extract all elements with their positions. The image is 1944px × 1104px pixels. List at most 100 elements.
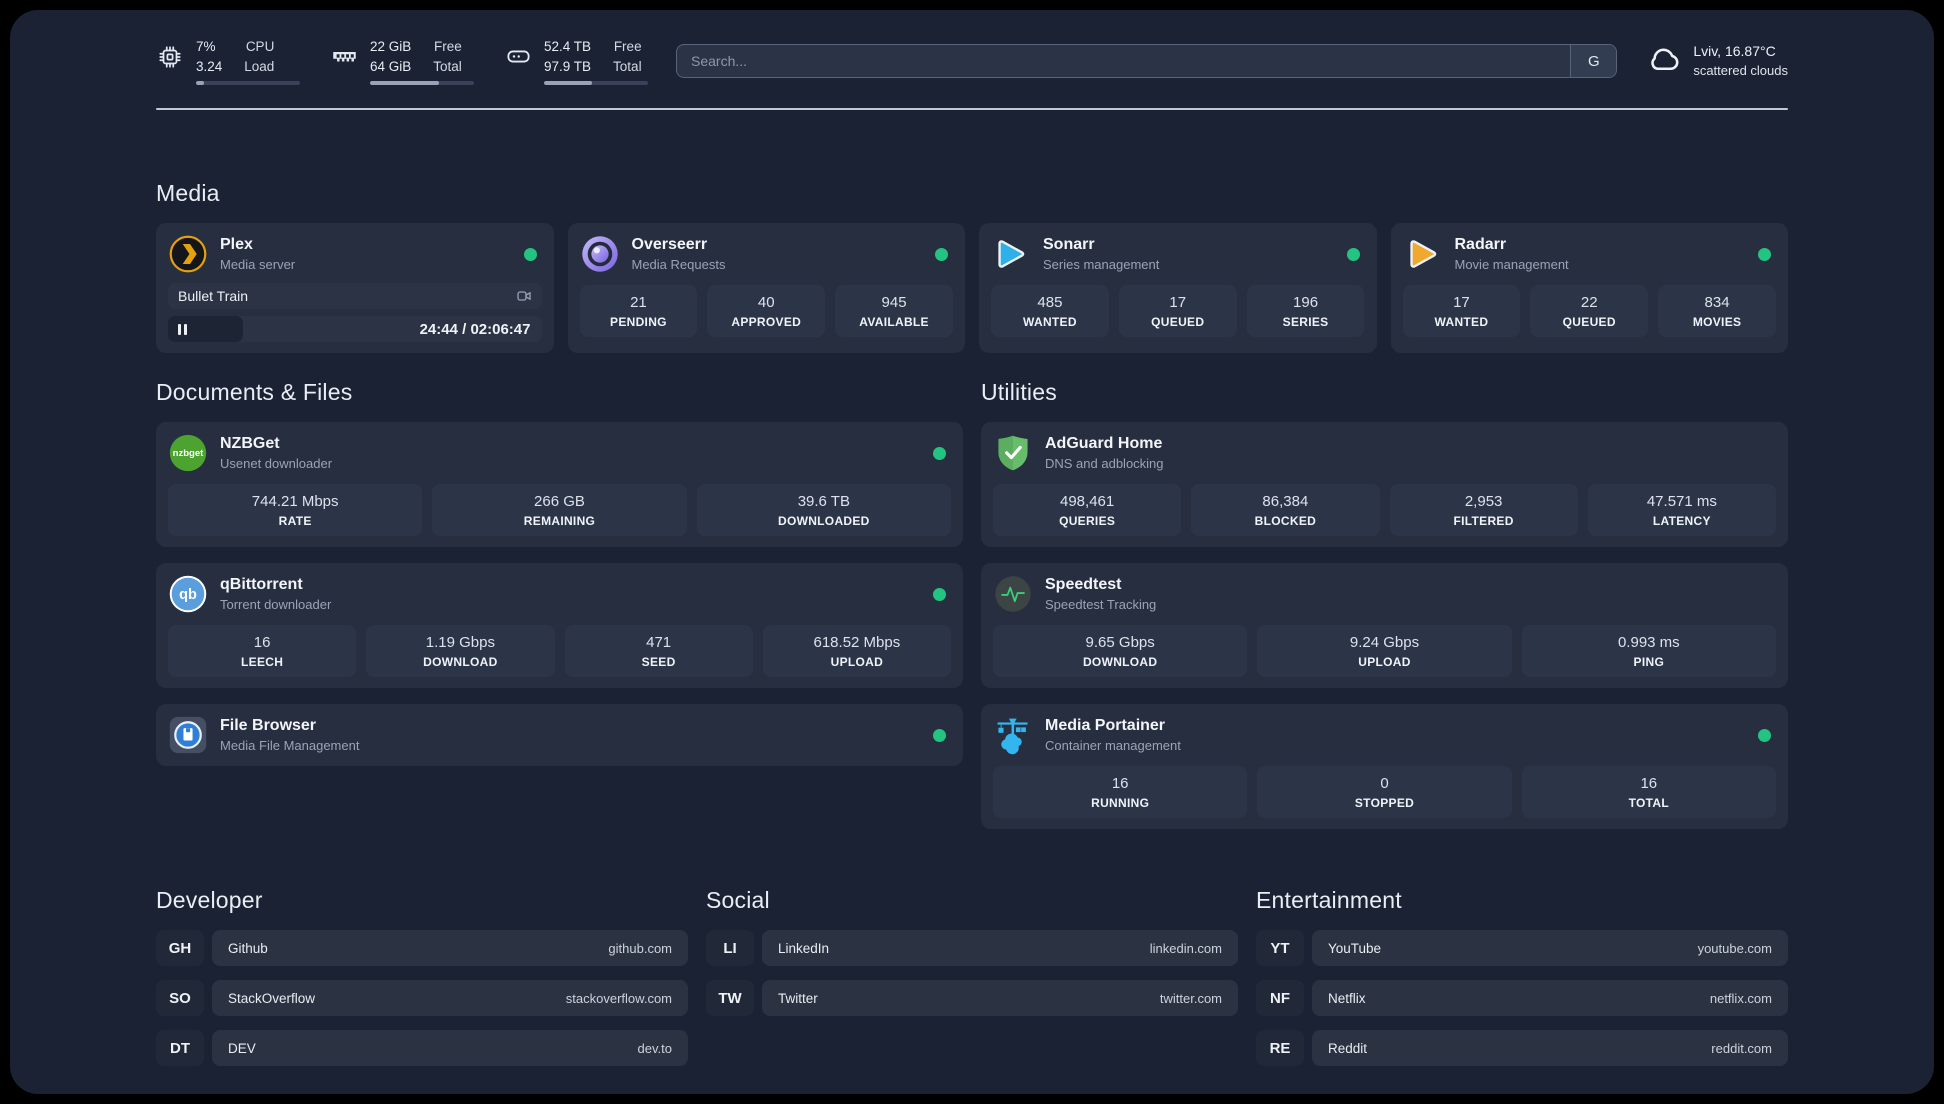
status-online-dot xyxy=(1346,247,1360,261)
stat-label: DOWNLOADED xyxy=(777,514,870,528)
playback-progress-bar[interactable]: 24:44 / 02:06:47 xyxy=(168,316,542,342)
service-card-nzbget[interactable]: nzbget NZBGet Usenet downloader 744.21 M… xyxy=(156,422,963,547)
status-online-dot xyxy=(935,247,948,261)
section-utilities: Utilities AdGuard Home DNS and adblockin… xyxy=(981,379,1788,829)
service-card-media-portainer[interactable]: Media Portainer Container management 16 … xyxy=(981,704,1788,829)
disk-icon xyxy=(504,43,532,71)
search-input[interactable] xyxy=(677,45,1571,77)
bookmark-abbr: TW xyxy=(706,980,754,1016)
service-card-overseerr[interactable]: Overseerr Media Requests 21 PENDING 40 A… xyxy=(567,223,965,353)
stat-value: 498,461 xyxy=(1060,493,1115,510)
bookmark-url: youtube.com xyxy=(1697,940,1772,956)
service-card-speedtest[interactable]: Speedtest Speedtest Tracking 9.65 Gbps D… xyxy=(981,563,1788,688)
cpu-usage-label: CPU xyxy=(245,38,275,54)
bookmark-name: Github xyxy=(228,940,268,956)
search-engine-button[interactable]: G xyxy=(1570,45,1617,77)
bookmark-dev[interactable]: DT DEV dev.to xyxy=(156,1030,688,1066)
cpu-resource-widget: 7% 3.24 CPU Load xyxy=(156,37,300,86)
section-title-utilities: Utilities xyxy=(981,379,1057,405)
section-media: Media Plex Media server Bullet Train xyxy=(156,180,1788,353)
stat-box: 16 TOTAL xyxy=(1521,766,1776,818)
bookmark-abbr: RE xyxy=(1256,1030,1304,1066)
service-card-qbittorrent[interactable]: qb qBittorrent Torrent downloader 16 LEE… xyxy=(156,563,963,688)
stat-value: 0.993 ms xyxy=(1617,634,1680,651)
radarr-icon xyxy=(1403,234,1443,274)
service-card-file-browser[interactable]: File Browser Media File Management xyxy=(156,704,963,766)
app-name: Plex xyxy=(220,236,253,253)
stat-value: 16 xyxy=(253,634,271,651)
search-bar[interactable]: G xyxy=(676,44,1618,78)
disk-total-label: Total xyxy=(613,58,642,74)
top-bar: 7% 3.24 CPU Load xyxy=(156,34,1788,88)
stat-label: AVAILABLE xyxy=(859,315,929,329)
bookmark-name: LinkedIn xyxy=(778,940,830,956)
bookmark-github[interactable]: GH Github github.com xyxy=(156,930,688,966)
service-card-plex[interactable]: Plex Media server Bullet Train xyxy=(156,223,554,353)
weather-condition: scattered clouds xyxy=(1693,62,1788,78)
section-social: Social LI LinkedIn linkedin.com TW Twitt… xyxy=(706,887,1238,1066)
stat-label: UPLOAD xyxy=(830,655,884,669)
bookmark-name: StackOverflow xyxy=(228,990,316,1006)
system-resources: 7% 3.24 CPU Load xyxy=(156,37,648,86)
stat-label: PENDING xyxy=(610,315,667,329)
bookmark-linkedin[interactable]: LI LinkedIn linkedin.com xyxy=(706,930,1238,966)
bookmark-url: reddit.com xyxy=(1711,1040,1772,1056)
service-card-adguard-home[interactable]: AdGuard Home DNS and adblocking 498,461 … xyxy=(981,422,1788,547)
app-description: Container management xyxy=(1045,738,1181,753)
bookmark-netflix[interactable]: NF Netflix netflix.com xyxy=(1256,980,1788,1016)
stat-label: TOTAL xyxy=(1628,796,1670,810)
status-online-dot xyxy=(1758,728,1771,742)
stat-label: SERIES xyxy=(1282,315,1329,329)
stat-box: 2,953 FILTERED xyxy=(1389,484,1578,536)
status-online-dot xyxy=(933,587,946,601)
app-description: Media Requests xyxy=(631,257,726,272)
stat-value: 21 xyxy=(630,294,647,311)
cloud-icon xyxy=(1645,41,1681,82)
stat-box: 0 STOPPED xyxy=(1257,766,1512,818)
disk-total-value: 97.9 TB xyxy=(544,58,592,74)
pause-icon[interactable] xyxy=(178,323,187,335)
stat-box: 16 RUNNING xyxy=(993,766,1248,818)
service-card-sonarr[interactable]: Sonarr Series management 485 WANTED 17 Q… xyxy=(979,223,1377,353)
stat-box: 196 SERIES xyxy=(1246,285,1365,337)
disk-usage-bar xyxy=(544,81,648,86)
bookmark-reddit[interactable]: RE Reddit reddit.com xyxy=(1256,1030,1788,1066)
plex-icon xyxy=(168,234,208,274)
section-title-developer: Developer xyxy=(156,887,263,913)
app-name: NZBGet xyxy=(220,435,280,452)
stat-box: 1.19 Gbps DOWNLOAD xyxy=(366,625,555,677)
ram-free-value: 22 GiB xyxy=(370,38,412,54)
speedtest-pulse-icon xyxy=(993,574,1033,614)
app-name: File Browser xyxy=(220,717,317,734)
stat-box: 17 QUEUED xyxy=(1118,285,1237,337)
bookmark-url: stackoverflow.com xyxy=(565,990,672,1006)
sonarr-icon xyxy=(991,234,1031,274)
content-container: 7% 3.24 CPU Load xyxy=(156,10,1788,1066)
app-description: Torrent downloader xyxy=(220,597,332,612)
stat-label: QUEUED xyxy=(1562,315,1616,329)
stat-label: QUEUED xyxy=(1151,315,1205,329)
bookmark-stackoverflow[interactable]: SO StackOverflow stackoverflow.com xyxy=(156,980,688,1016)
section-title-documents: Documents & Files xyxy=(156,379,353,405)
service-card-radarr[interactable]: Radarr Movie management 17 WANTED 22 QUE… xyxy=(1390,223,1788,353)
section-title-social: Social xyxy=(706,887,770,913)
video-camera-icon xyxy=(516,288,532,304)
app-description: Media File Management xyxy=(220,738,360,753)
app-description: Series management xyxy=(1043,257,1160,272)
bookmark-youtube[interactable]: YT YouTube youtube.com xyxy=(1256,930,1788,966)
stat-box: 9.24 Gbps UPLOAD xyxy=(1257,625,1512,677)
disk-resource-widget: 52.4 TB 97.9 TB Free Total xyxy=(504,37,648,86)
status-online-dot xyxy=(933,728,946,742)
app-name: AdGuard Home xyxy=(1045,435,1163,452)
memory-resource-widget: 22 GiB 64 GiB Free Total xyxy=(330,37,474,86)
weather-location: Lviv, 16.87°C xyxy=(1693,43,1776,60)
bookmark-name: YouTube xyxy=(1328,940,1382,956)
stat-value: 471 xyxy=(646,634,672,651)
stat-label: STOPPED xyxy=(1354,796,1415,810)
cpu-load-label: Load xyxy=(244,58,275,74)
playback-time: 24:44 / 02:06:47 xyxy=(419,320,531,338)
cpu-usage-bar xyxy=(196,81,300,86)
section-title-media: Media xyxy=(156,180,220,206)
app-name: Radarr xyxy=(1454,236,1507,253)
bookmark-twitter[interactable]: TW Twitter twitter.com xyxy=(706,980,1238,1016)
